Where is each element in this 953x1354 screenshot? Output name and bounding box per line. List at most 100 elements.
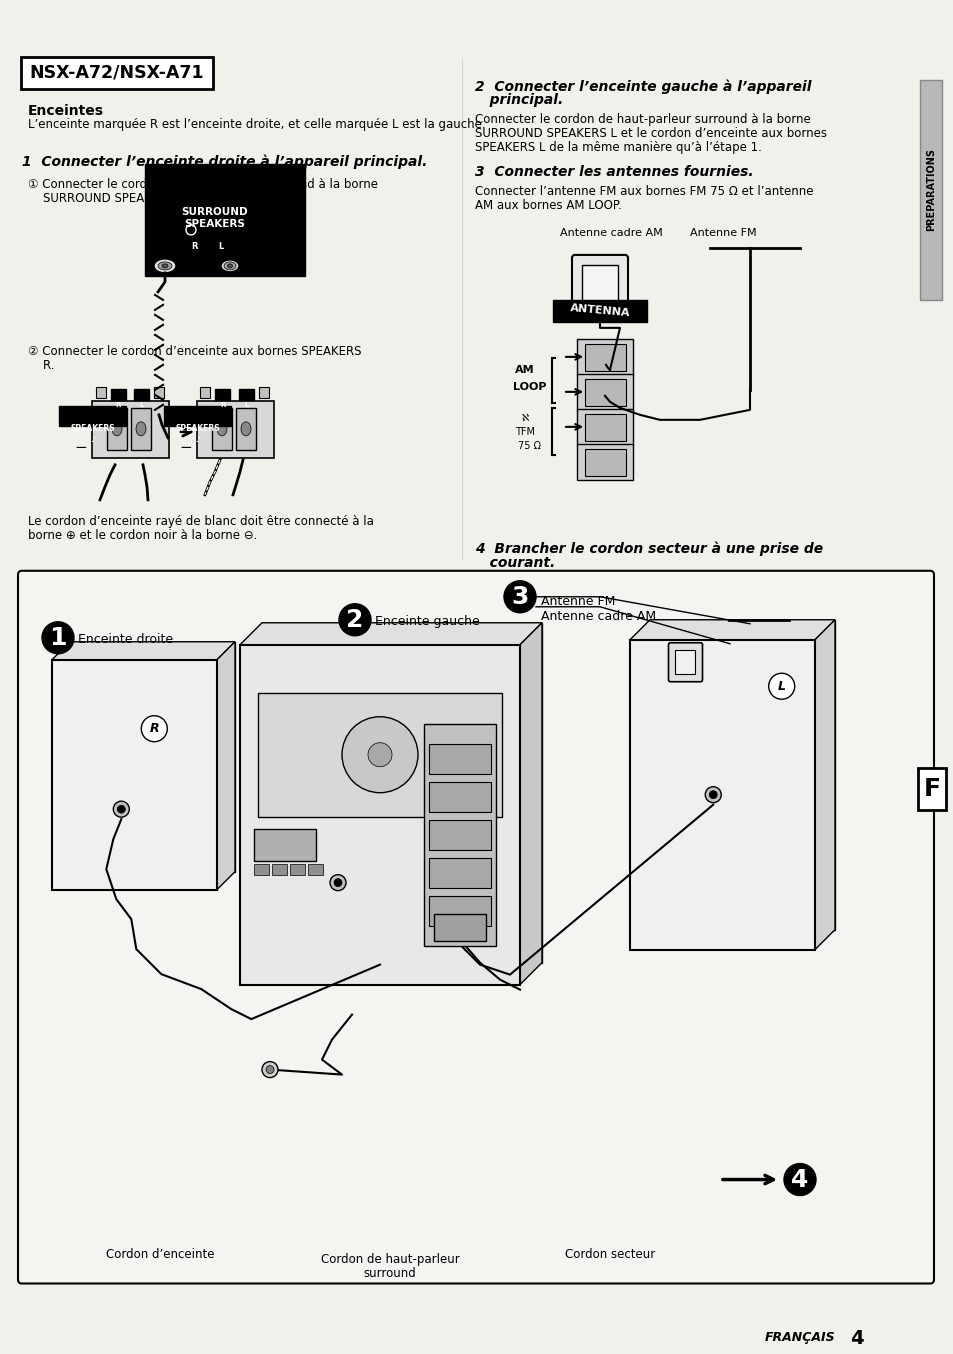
Text: 1  Connecter l’enceinte droite à l’appareil principal.: 1 Connecter l’enceinte droite à l’appare… (22, 154, 427, 169)
FancyBboxPatch shape (215, 390, 231, 401)
Text: Enceintes: Enceintes (28, 104, 104, 118)
Circle shape (768, 673, 794, 699)
Text: courant.: courant. (475, 555, 555, 570)
Text: +: + (74, 410, 88, 425)
Text: surround: surround (363, 1266, 416, 1280)
Circle shape (341, 716, 417, 792)
Ellipse shape (241, 422, 251, 436)
Circle shape (503, 581, 536, 613)
Circle shape (113, 802, 130, 818)
Circle shape (783, 1163, 815, 1196)
Ellipse shape (216, 422, 227, 436)
Text: Connecter l’antenne FM aux bornes FM 75 Ω et l’antenne: Connecter l’antenne FM aux bornes FM 75 … (475, 185, 813, 198)
Text: ℵ: ℵ (521, 413, 528, 422)
FancyBboxPatch shape (308, 864, 323, 875)
FancyBboxPatch shape (919, 80, 941, 299)
FancyBboxPatch shape (588, 309, 610, 321)
FancyBboxPatch shape (917, 768, 945, 810)
FancyBboxPatch shape (429, 743, 491, 773)
FancyBboxPatch shape (212, 408, 232, 450)
FancyBboxPatch shape (273, 864, 287, 875)
Text: principal.: principal. (475, 93, 562, 107)
Text: L: L (218, 242, 223, 252)
Text: 2  Connecter l’enceinte gauche à l’appareil: 2 Connecter l’enceinte gauche à l’appare… (475, 80, 811, 95)
FancyBboxPatch shape (584, 379, 625, 406)
Text: Antenne FM: Antenne FM (689, 227, 756, 238)
FancyBboxPatch shape (429, 819, 491, 850)
Polygon shape (629, 639, 814, 949)
FancyBboxPatch shape (91, 401, 169, 458)
Circle shape (266, 1066, 274, 1074)
Text: SPEAKERS
♪: SPEAKERS ♪ (71, 424, 115, 444)
Polygon shape (216, 642, 234, 890)
Circle shape (262, 1062, 277, 1078)
Text: L: L (140, 402, 144, 408)
Text: −: − (74, 440, 88, 455)
Ellipse shape (224, 261, 235, 269)
Circle shape (708, 791, 717, 799)
Polygon shape (649, 620, 834, 930)
Text: Cordon de haut-parleur: Cordon de haut-parleur (320, 1252, 459, 1266)
Text: 3: 3 (511, 585, 528, 609)
FancyBboxPatch shape (429, 857, 491, 888)
Polygon shape (70, 642, 234, 872)
Text: 1: 1 (50, 626, 67, 650)
Ellipse shape (112, 422, 122, 436)
Text: −: − (179, 440, 193, 455)
Text: 75 Ω: 75 Ω (518, 441, 541, 451)
Circle shape (368, 743, 392, 766)
FancyBboxPatch shape (154, 387, 164, 398)
Text: SURROUND SPEAKERS R.: SURROUND SPEAKERS R. (28, 192, 190, 204)
Text: NSX-A72/NSX-A71: NSX-A72/NSX-A71 (30, 64, 204, 83)
Text: +: + (179, 410, 193, 425)
Text: ANTENNA: ANTENNA (569, 303, 630, 318)
FancyBboxPatch shape (553, 299, 646, 322)
FancyBboxPatch shape (291, 864, 305, 875)
Polygon shape (629, 620, 834, 639)
Text: 4: 4 (790, 1167, 808, 1192)
Circle shape (141, 716, 167, 742)
Ellipse shape (162, 264, 168, 268)
Polygon shape (240, 623, 541, 645)
FancyBboxPatch shape (164, 406, 231, 427)
Text: ① Connecter le cordon de haut-parleur surround à la borne: ① Connecter le cordon de haut-parleur su… (28, 177, 377, 191)
FancyBboxPatch shape (434, 914, 485, 941)
Text: Cordon d’enceinte: Cordon d’enceinte (106, 1247, 214, 1261)
Text: R: R (192, 242, 198, 252)
Polygon shape (52, 659, 216, 890)
FancyBboxPatch shape (259, 387, 269, 398)
Text: AM: AM (515, 364, 535, 375)
Text: SPEAKERS L de la même manière qu’à l’étape 1.: SPEAKERS L de la même manière qu’à l’éta… (475, 141, 761, 154)
FancyBboxPatch shape (158, 192, 272, 242)
FancyBboxPatch shape (134, 390, 150, 401)
Text: Connecter le cordon de haut-parleur surround à la borne: Connecter le cordon de haut-parleur surr… (475, 112, 810, 126)
Text: SURROUND
SPEAKERS: SURROUND SPEAKERS (181, 207, 248, 229)
Text: SURROUND SPEAKERS L et le cordon d’enceinte aux bornes: SURROUND SPEAKERS L et le cordon d’encei… (475, 127, 826, 139)
FancyBboxPatch shape (584, 448, 625, 475)
FancyBboxPatch shape (59, 406, 126, 427)
Text: R: R (150, 722, 159, 735)
Polygon shape (240, 645, 519, 984)
FancyBboxPatch shape (111, 390, 126, 401)
FancyBboxPatch shape (577, 374, 633, 410)
FancyBboxPatch shape (196, 401, 274, 458)
FancyBboxPatch shape (675, 650, 695, 674)
Text: Enceinte droite: Enceinte droite (78, 634, 172, 646)
Text: LOOP: LOOP (513, 382, 546, 391)
Polygon shape (262, 623, 541, 963)
FancyBboxPatch shape (577, 409, 633, 445)
FancyBboxPatch shape (185, 241, 205, 255)
FancyBboxPatch shape (200, 387, 211, 398)
Text: 4: 4 (849, 1330, 862, 1349)
FancyBboxPatch shape (254, 864, 269, 875)
Text: L’enceinte marquée R est l’enceinte droite, et celle marquée L est la gauche.: L’enceinte marquée R est l’enceinte droi… (28, 118, 485, 131)
FancyBboxPatch shape (423, 724, 496, 945)
Polygon shape (519, 623, 541, 984)
Text: R: R (115, 402, 121, 408)
Text: AM aux bornes AM LOOP.: AM aux bornes AM LOOP. (475, 199, 621, 213)
FancyBboxPatch shape (577, 444, 633, 481)
Text: Antenne cadre AM: Antenne cadre AM (559, 227, 662, 238)
Text: Enceinte gauche: Enceinte gauche (375, 615, 479, 628)
FancyBboxPatch shape (239, 390, 254, 401)
FancyBboxPatch shape (429, 781, 491, 811)
